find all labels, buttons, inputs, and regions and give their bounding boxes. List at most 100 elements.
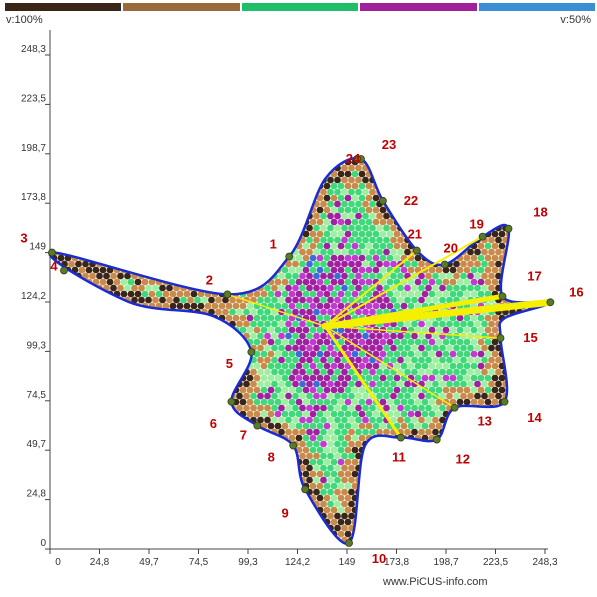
- color-cell: [152, 380, 159, 388]
- color-cell: [218, 470, 226, 478]
- color-cell: [533, 314, 541, 322]
- color-cell: [274, 158, 282, 166]
- color-cell: [383, 476, 390, 484]
- color-cell: [127, 158, 135, 166]
- color-cell: [113, 326, 121, 334]
- color-cell: [393, 230, 401, 238]
- color-cell: [208, 260, 215, 268]
- color-cell: [257, 392, 264, 400]
- color-cell: [152, 188, 159, 196]
- color-cell: [453, 428, 460, 436]
- color-cell: [138, 248, 145, 256]
- color-cell: [317, 147, 324, 154]
- color-cell: [495, 164, 502, 172]
- color-cell: [190, 230, 198, 238]
- color-cell: [481, 320, 488, 328]
- color-cell: [201, 176, 208, 184]
- color-cell: [323, 374, 331, 382]
- color-cell: [551, 273, 558, 280]
- color-cell: [435, 410, 443, 418]
- color-cell: [180, 368, 187, 376]
- color-cell: [400, 482, 408, 490]
- color-cell: [68, 212, 75, 220]
- color-cell: [551, 429, 558, 436]
- color-cell: [404, 512, 411, 520]
- color-cell: [159, 200, 166, 208]
- color-cell: [197, 410, 205, 418]
- color-cell: [474, 248, 481, 256]
- color-cell: [474, 536, 481, 544]
- color-cell: [302, 302, 310, 310]
- color-cell: [110, 200, 117, 208]
- color-cell: [313, 452, 320, 460]
- color-cell: [470, 470, 478, 478]
- color-cell: [281, 374, 289, 382]
- color-cell: [309, 242, 317, 250]
- color-cell: [404, 332, 411, 340]
- color-cell: [57, 482, 65, 490]
- color-cell: [103, 164, 110, 172]
- color-cell: [530, 356, 537, 364]
- color-cell: [449, 158, 457, 166]
- color-cell: [99, 326, 107, 334]
- color-cell: [124, 392, 131, 400]
- color-cell: [85, 482, 93, 490]
- color-cell: [191, 147, 198, 154]
- color-cell: [257, 296, 264, 304]
- color-cell: [253, 338, 261, 346]
- color-cell: [544, 320, 551, 328]
- color-cell: [365, 230, 373, 238]
- color-cell: [471, 147, 478, 154]
- color-cell: [533, 398, 541, 406]
- color-cell: [169, 350, 177, 358]
- color-cell: [134, 242, 142, 250]
- color-cell: [222, 452, 229, 460]
- color-cell: [40, 309, 47, 316]
- color-cell: [432, 428, 439, 436]
- color-cell: [155, 206, 163, 214]
- color-cell: [148, 350, 156, 358]
- color-cell: [64, 410, 72, 418]
- color-cell: [533, 158, 541, 166]
- color-cell: [166, 512, 173, 520]
- y-tick-label: 124,2: [21, 291, 46, 302]
- color-cell: [183, 326, 191, 334]
- color-cell: [85, 218, 93, 226]
- color-cell: [197, 278, 205, 286]
- color-cell: [159, 500, 166, 508]
- color-cell: [281, 266, 289, 274]
- color-cell: [169, 230, 177, 238]
- color-cell: [558, 489, 565, 496]
- color-cell: [502, 536, 509, 544]
- color-cell: [166, 332, 173, 340]
- color-cell: [491, 182, 499, 190]
- color-cell: [229, 512, 236, 520]
- color-cell: [351, 470, 359, 478]
- x-tick-label: 149: [339, 557, 356, 568]
- color-cell: [555, 399, 562, 406]
- color-cell: [96, 356, 103, 364]
- color-cell: [264, 404, 271, 412]
- color-cell: [383, 158, 390, 160]
- color-cell: [334, 380, 341, 388]
- color-cell: [68, 236, 75, 244]
- color-cell: [166, 248, 173, 256]
- color-cell: [222, 236, 229, 244]
- color-cell: [372, 386, 380, 394]
- color-cell: [75, 512, 82, 520]
- color-cell: [505, 410, 513, 418]
- color-cell: [124, 284, 131, 292]
- color-cell: [470, 254, 478, 262]
- color-cell: [278, 476, 285, 484]
- color-cell: [145, 452, 152, 460]
- color-cell: [232, 434, 240, 442]
- color-cell: [103, 176, 110, 184]
- color-cell: [260, 230, 268, 238]
- color-cell: [61, 356, 68, 364]
- color-cell: [302, 410, 310, 418]
- color-cell: [414, 386, 422, 394]
- color-cell: [232, 266, 240, 274]
- color-cell: [71, 494, 79, 502]
- color-cell: [488, 158, 495, 160]
- color-cell: [334, 512, 341, 520]
